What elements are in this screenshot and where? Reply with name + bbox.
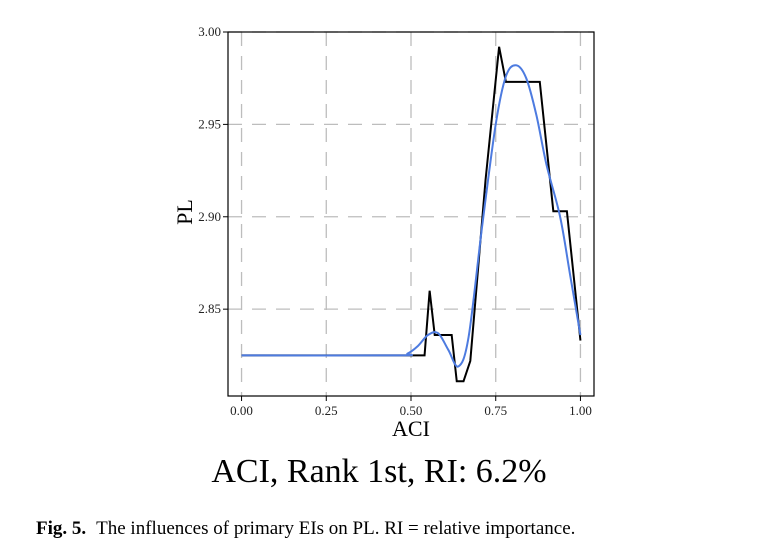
caption-prefix: Fig. 5. bbox=[36, 518, 87, 539]
series-layer bbox=[241, 46, 582, 383]
y-axis-title: PL bbox=[172, 199, 197, 225]
y-tick-label: 2.90 bbox=[198, 209, 221, 224]
grid-lines bbox=[228, 31, 594, 396]
axis-ticks: 0.00 0.25 0.50 0.75 1.00 2.85 2.90 2.95 3.00 bbox=[198, 24, 592, 418]
actual-series-line bbox=[241, 46, 582, 383]
caption-text: The influences of primary EIs on PL. RI … bbox=[96, 518, 576, 539]
chart-subtitle: ACI, Rank 1st, RI: 6.2% bbox=[211, 453, 547, 490]
x-tick-label: 0.25 bbox=[315, 403, 338, 418]
y-tick-label: 3.00 bbox=[198, 24, 221, 39]
x-axis-title: ACI bbox=[392, 416, 430, 441]
figure-caption: Fig. 5. The influences of primary EIs on … bbox=[36, 516, 575, 542]
smoothed-series-line bbox=[241, 64, 582, 368]
x-tick-label: 0.75 bbox=[484, 403, 507, 418]
y-tick-label: 2.95 bbox=[198, 116, 221, 131]
y-tick-label: 2.85 bbox=[198, 301, 221, 316]
x-tick-label: 1.00 bbox=[569, 403, 592, 418]
chart: 0.00 0.25 0.50 0.75 1.00 2.85 2.90 2.95 3.00 ACI… bbox=[172, 24, 595, 441]
x-tick-label: 0.00 bbox=[230, 403, 253, 418]
x-tick-label: 0.50 bbox=[400, 403, 423, 418]
